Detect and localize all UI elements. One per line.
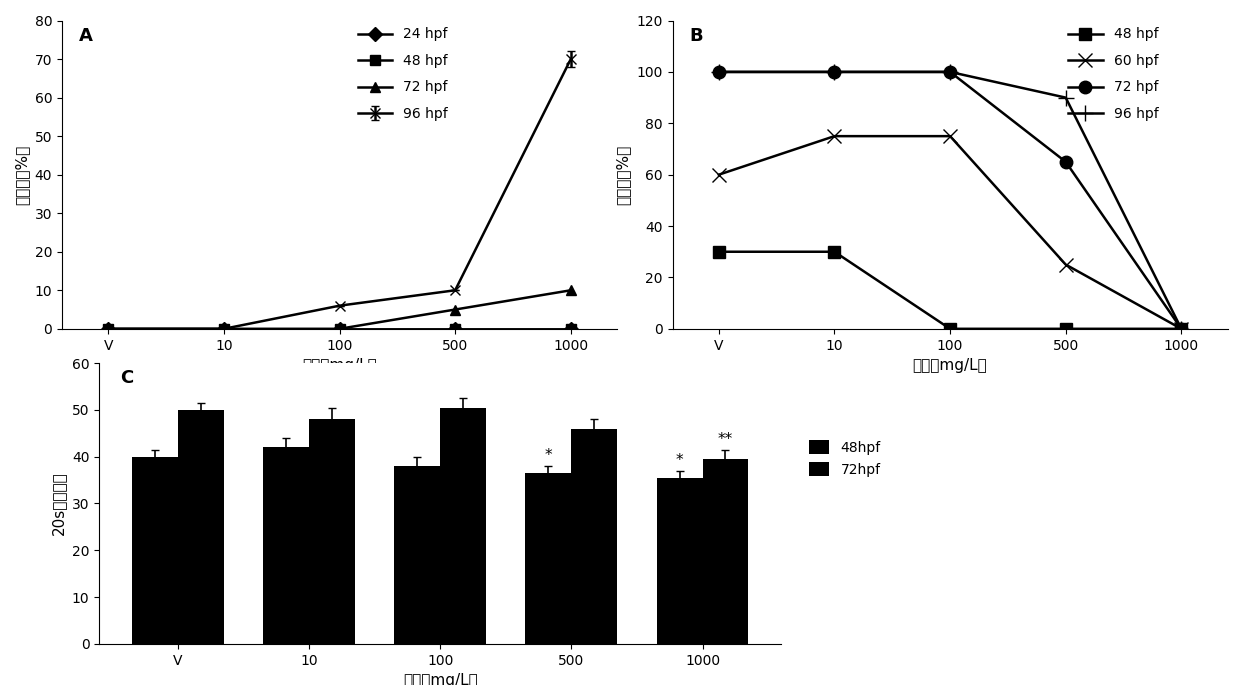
X-axis label: 浓度（mg/L）: 浓度（mg/L）: [303, 358, 377, 373]
Y-axis label: 孵化率（%）: 孵化率（%）: [616, 145, 631, 205]
Text: A: A: [78, 27, 93, 45]
Text: *: *: [544, 448, 552, 463]
Bar: [572, 429, 618, 644]
Y-axis label: 20s心跳次数: 20s心跳次数: [51, 471, 66, 536]
Bar: [703, 459, 749, 644]
Text: C: C: [119, 369, 133, 386]
Bar: [394, 466, 440, 644]
Bar: [526, 473, 572, 644]
Bar: [440, 408, 486, 644]
X-axis label: 浓度（mg/L）: 浓度（mg/L）: [913, 358, 987, 373]
Text: *: *: [676, 453, 683, 468]
Bar: [131, 457, 177, 644]
Bar: [177, 410, 223, 644]
Legend: 24 hpf, 48 hpf, 72 hpf, 96 hpf: 24 hpf, 48 hpf, 72 hpf, 96 hpf: [357, 27, 448, 121]
Bar: [309, 419, 355, 644]
Bar: [263, 447, 309, 644]
Legend: 48hpf, 72hpf: 48hpf, 72hpf: [808, 440, 880, 477]
Y-axis label: 死亡率（%）: 死亡率（%）: [14, 145, 29, 205]
Bar: [657, 477, 703, 644]
Text: B: B: [689, 27, 703, 45]
Legend: 48 hpf, 60 hpf, 72 hpf, 96 hpf: 48 hpf, 60 hpf, 72 hpf, 96 hpf: [1068, 27, 1158, 121]
X-axis label: 浓度（mg/L）: 浓度（mg/L）: [403, 673, 477, 685]
Text: **: **: [718, 432, 733, 447]
